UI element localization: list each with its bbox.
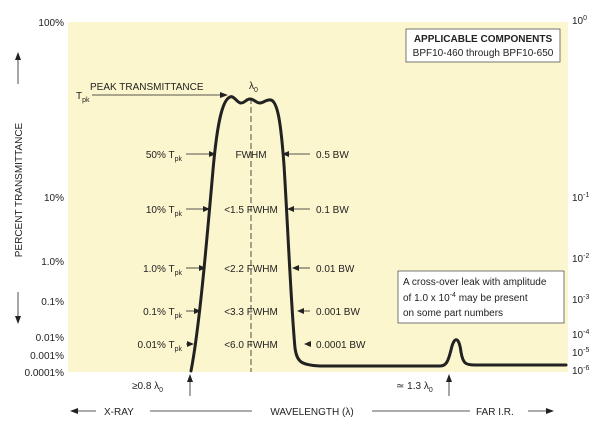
level-left-arrow-icon bbox=[203, 206, 210, 212]
level-left-label: 1.0% Tpk bbox=[143, 264, 182, 277]
level-width-label: <3.3 FWHM bbox=[224, 307, 278, 318]
y-tick-right-1: 10-1 bbox=[572, 192, 589, 204]
components-title: APPLICABLE COMPONENTS bbox=[414, 34, 553, 45]
level-bw-label: 0.0001 BW bbox=[316, 340, 366, 351]
components-box-frame bbox=[405, 28, 561, 63]
leak-note-line3: on some part numbers bbox=[403, 308, 503, 319]
y-tick-left-0.1: 0.1% bbox=[41, 297, 64, 308]
peak-arrow-icon bbox=[220, 92, 228, 98]
level-left-label: 0.1% Tpk bbox=[143, 307, 182, 320]
leak-note-line2: of 1.0 x 10-4 may be present bbox=[403, 292, 528, 304]
level-right-arrow-icon bbox=[297, 308, 304, 314]
y-tick-left-1: 1.0% bbox=[41, 257, 64, 268]
x-band-right-label: FAR I.R. bbox=[476, 407, 514, 418]
level-width-label: FWHM bbox=[235, 150, 266, 161]
components-box: APPLICABLE COMPONENTS BPF10-460 through … bbox=[405, 28, 561, 63]
leak-note-box: A cross-over leak with amplitude of 1.0 … bbox=[397, 270, 565, 324]
y-axis-arrow-down-icon bbox=[15, 316, 21, 324]
leak-note-frame bbox=[397, 270, 565, 324]
level-width-label: <6.0 FWHM bbox=[224, 340, 278, 351]
x-arrow-right-icon bbox=[546, 408, 554, 414]
level-width-label: <2.2 FWHM bbox=[224, 264, 278, 275]
left-marker-label: ≥0.8 λ0 bbox=[132, 381, 163, 394]
level-width-label: <1.5 FWHM bbox=[224, 205, 278, 216]
y-tick-left-100: 100% bbox=[38, 18, 64, 29]
x-axis-title: WAVELENGTH (λ) bbox=[270, 407, 353, 418]
level-annotations: 50% Tpk FWHM 0.5 BW 10% Tpk <1.5 FWHM 0.1 BW 1… bbox=[138, 150, 367, 353]
level-left-arrow-icon bbox=[194, 308, 201, 314]
level-left-arrow-icon bbox=[209, 151, 216, 157]
y-tick-left-10: 10% bbox=[44, 193, 64, 204]
level-right-arrow-icon bbox=[304, 341, 311, 347]
level-bw-label: 0.1 BW bbox=[316, 205, 349, 216]
level-right-arrow-icon bbox=[292, 265, 299, 271]
y-tick-right-0: 100 bbox=[572, 15, 587, 27]
center-wavelength-label: λ0 bbox=[249, 81, 258, 94]
y-tick-left-0.001: 0.001% bbox=[30, 351, 64, 362]
tpk-label: Tpk bbox=[76, 91, 90, 104]
y-axis-arrow-up-icon bbox=[15, 52, 21, 60]
x-axis: X-RAY WAVELENGTH (λ) FAR I.R. bbox=[70, 407, 554, 418]
x-arrow-left-icon bbox=[70, 408, 78, 414]
level-left-arrow-icon bbox=[199, 265, 206, 271]
level-left-label: 50% Tpk bbox=[146, 150, 183, 163]
level-right-arrow-icon bbox=[282, 151, 289, 157]
right-marker-arrow-icon bbox=[446, 374, 452, 382]
y-axis-title: PERCENT TRANSMITTANCE bbox=[14, 122, 25, 257]
transmission-curve bbox=[189, 95, 568, 373]
y-tick-right-5: 10-5 bbox=[572, 347, 589, 359]
level-bw-label: 0.01 BW bbox=[316, 264, 355, 275]
level-left-arrow-icon bbox=[187, 341, 194, 347]
level-bw-label: 0.001 BW bbox=[316, 307, 360, 318]
y-axis-label: PERCENT TRANSMITTANCE bbox=[14, 52, 25, 324]
y-tick-right-6: 10-6 bbox=[572, 365, 589, 377]
leak-note-line1: A cross-over leak with amplitude bbox=[403, 277, 547, 288]
left-marker-arrow-icon bbox=[187, 374, 193, 382]
level-left-label: 10% Tpk bbox=[146, 205, 183, 218]
y-tick-right-4: 10-4 bbox=[572, 329, 589, 341]
x-band-left-label: X-RAY bbox=[104, 407, 134, 418]
right-marker-label: ≃ 1.3 λ0 bbox=[396, 381, 433, 394]
level-bw-label: 0.5 BW bbox=[316, 150, 349, 161]
y-tick-right-2: 10-2 bbox=[572, 253, 589, 265]
y-tick-left-0.0001: 0.0001% bbox=[25, 368, 65, 379]
level-right-arrow-icon bbox=[287, 206, 294, 212]
y-tick-left-0.01: 0.01% bbox=[36, 333, 64, 344]
peak-transmittance-label: PEAK TRANSMITTANCE bbox=[90, 82, 204, 93]
level-left-label: 0.01% Tpk bbox=[138, 340, 183, 353]
components-subtitle: BPF10-460 through BPF10-650 bbox=[413, 48, 554, 59]
y-tick-right-3: 10-3 bbox=[572, 294, 589, 306]
